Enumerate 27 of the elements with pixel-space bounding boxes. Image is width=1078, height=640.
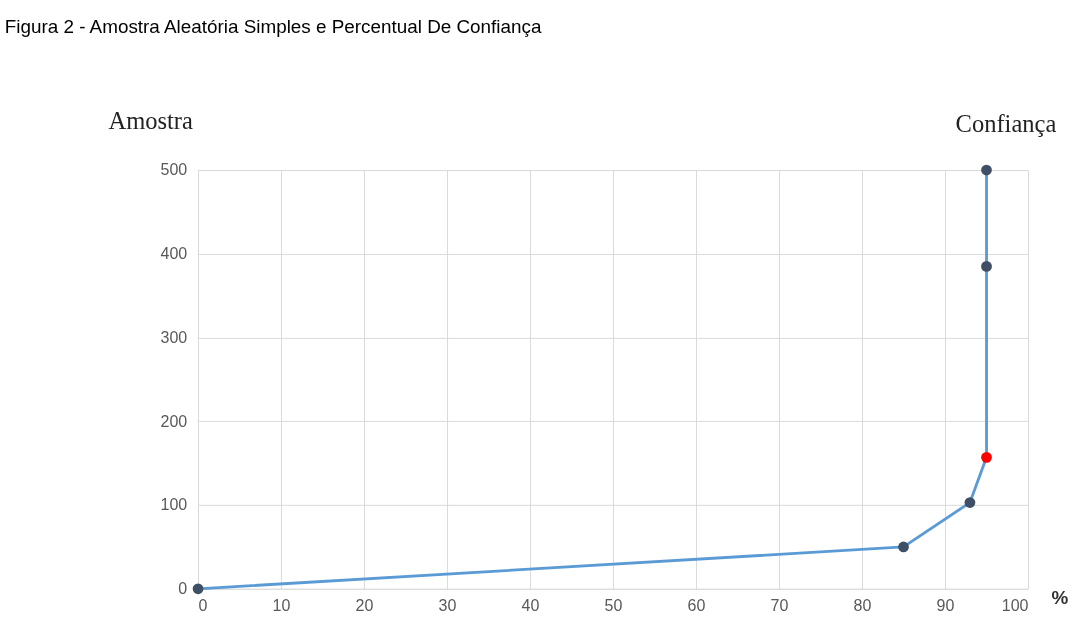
- y-tick-label: 200: [160, 411, 188, 430]
- point: [964, 497, 976, 508]
- point: [898, 541, 909, 553]
- x-tick-label: 60: [687, 595, 706, 614]
- x-tick-label: 100: [1001, 595, 1029, 614]
- x-tick-label: 50: [604, 595, 623, 614]
- point: [981, 451, 992, 463]
- x-tick-label: 80: [853, 595, 872, 614]
- y-tick-label: 0: [178, 579, 188, 598]
- x-tick-label: 90: [936, 595, 955, 614]
- x-axis-title: %: [1051, 586, 1069, 608]
- point: [981, 164, 992, 176]
- y-tick-label: 400: [160, 244, 188, 263]
- x-tick-label: 20: [355, 595, 374, 614]
- point: [192, 583, 204, 595]
- y-tick-label: 100: [160, 495, 188, 514]
- text: Confiança: [955, 110, 1057, 138]
- x-tick-label: 40: [521, 595, 540, 614]
- chart-title: Figura 2 - Amostra Aleatória Simples e Percentual De Confiança: [4, 16, 542, 38]
- x-tick-label: 10: [272, 595, 291, 614]
- x-tick-label: 70: [770, 595, 789, 614]
- x-tick-label: 0: [198, 595, 208, 614]
- x-tick-label: 30: [438, 595, 457, 614]
- y-axis-title: Amostra: [108, 106, 194, 134]
- y-tick-label: 500: [160, 160, 188, 179]
- point: [981, 261, 992, 272]
- y-tick-label: 300: [160, 327, 188, 346]
